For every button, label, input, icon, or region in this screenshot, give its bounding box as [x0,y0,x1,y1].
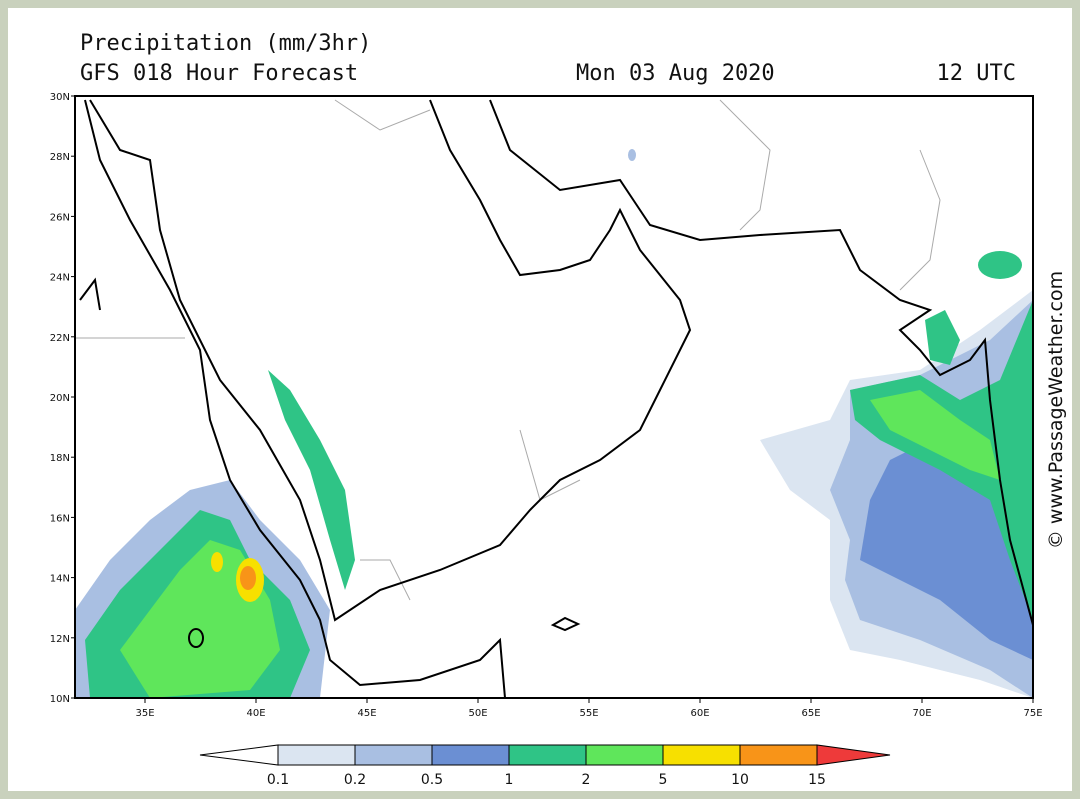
precip-field [75,149,1033,698]
colorbar-box [662,744,741,766]
borders [75,99,941,601]
colorbar-label: 5 [659,772,668,788]
precip [628,149,636,161]
colorbar-box [508,744,587,766]
lat-label: 16N [50,513,70,524]
subtitle: GFS 018 Hour Forecast [80,61,358,86]
colorbar-box [431,744,510,766]
lon-label: 60E [690,708,709,719]
colorbar-label: 0.5 [421,772,443,788]
colorbar-label: 1 [505,772,514,788]
lat-label: 10N [50,694,70,705]
colorbar-arrow [199,744,279,766]
border [360,559,411,601]
colorbar-box [739,744,818,766]
coastlines [79,99,1033,698]
colorbar-label: 15 [808,772,826,788]
date: Mon 03 Aug 2020 [576,61,775,86]
lon-label: 40E [246,708,265,719]
lat-label: 20N [50,393,70,404]
watermark: © www.PassageWeather.com [1045,271,1067,549]
title: Precipitation (mm/3hr) [80,31,371,56]
lon-label: 45E [357,708,376,719]
precip [850,300,1033,620]
border [334,99,431,131]
colorbar-label: 10 [731,772,749,788]
coast [79,277,101,311]
colorbar-box [277,744,356,766]
lat-label: 26N [50,212,70,223]
colorbar-box [354,744,433,766]
lon-label: 50E [468,708,487,719]
lon-label: 75E [1023,708,1042,719]
coast [89,99,692,622]
lat-label: 28N [50,152,70,163]
lat-label: 18N [50,453,70,464]
colorbar-label: 2 [582,772,591,788]
precip [870,390,1000,480]
lake [188,628,204,648]
border [899,149,941,291]
coast [84,99,506,698]
lat-label: 14N [50,574,70,585]
colorbar-box [585,744,664,766]
coast [489,99,1033,626]
lon-label: 35E [135,708,154,719]
lat-label: 24N [50,273,70,284]
lat-label: 12N [50,634,70,645]
precip [268,370,355,590]
precip [978,251,1022,279]
time: 12 UTC [937,61,1016,86]
lon-label: 55E [579,708,598,719]
colorbar-arrow [816,744,891,766]
border [719,99,771,231]
colorbar-label: 0.2 [344,772,366,788]
precip [211,552,223,572]
lat-label: 30N [50,92,70,103]
precip [925,310,960,365]
lon-label: 65E [801,708,820,719]
precip [240,566,256,590]
lon-label: 70E [912,708,931,719]
lat-label: 22N [50,333,70,344]
colorbar-label: 0.1 [267,772,289,788]
island [550,616,581,632]
